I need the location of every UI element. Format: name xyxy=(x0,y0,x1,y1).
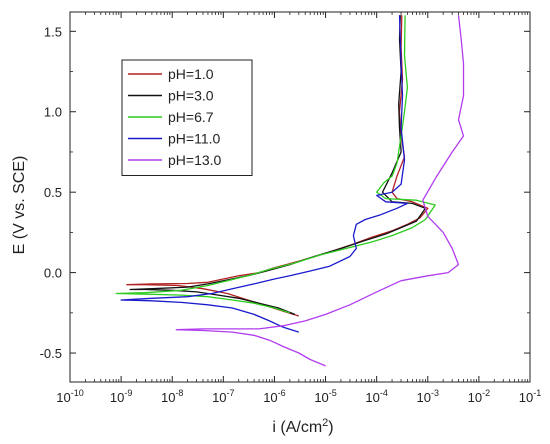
y-axis-ticks: -0.5 0.0 0.5 1.0 1.5 xyxy=(40,24,530,361)
series-curves xyxy=(115,15,465,367)
x-tick-label: 10-6 xyxy=(263,388,285,405)
legend-label-5: pH=13.0 xyxy=(168,152,222,168)
legend-label-4: pH=11.0 xyxy=(168,131,220,147)
y-tick-label: 0.5 xyxy=(44,185,62,200)
y-tick-label: 0.0 xyxy=(44,266,62,281)
y-tick-label: 1.5 xyxy=(44,24,62,39)
legend: pH=1.0 pH=3.0 pH=6.7 pH=11.0 pH=13.0 xyxy=(121,59,253,176)
x-axis-title: i (A/cm2) xyxy=(272,417,333,436)
x-tick-label: 10-7 xyxy=(212,388,234,405)
series-line-4 xyxy=(120,15,409,333)
x-tick-label: 10-2 xyxy=(468,388,490,405)
legend-label-1: pH=1.0 xyxy=(168,66,214,82)
legend-label-3: pH=6.7 xyxy=(168,109,214,125)
x-tick-label: 10-10 xyxy=(56,388,83,405)
y-tick-label: -0.5 xyxy=(40,346,62,361)
x-tick-label: 10-8 xyxy=(161,388,183,405)
plot-border xyxy=(69,11,531,383)
y-tick-label: 1.0 xyxy=(44,105,62,120)
legend-label-2: pH=3.0 xyxy=(168,88,214,104)
x-tick-label: 10-9 xyxy=(110,388,132,405)
y-axis-title: E (V vs. SCE) xyxy=(11,156,28,255)
x-tick-label: 10-3 xyxy=(417,388,439,405)
series-line-5 xyxy=(175,15,465,367)
plot-area xyxy=(69,11,531,383)
x-tick-label: 10-4 xyxy=(365,388,387,405)
x-tick-label: 10-5 xyxy=(314,388,336,405)
x-tick-label: 10-1 xyxy=(519,388,541,405)
series-line-3 xyxy=(115,15,436,314)
x-axis-ticks: 10-10 10-9 10-8 10-7 10-6 10-5 10-4 10-3 10-2 10-… xyxy=(56,12,541,405)
